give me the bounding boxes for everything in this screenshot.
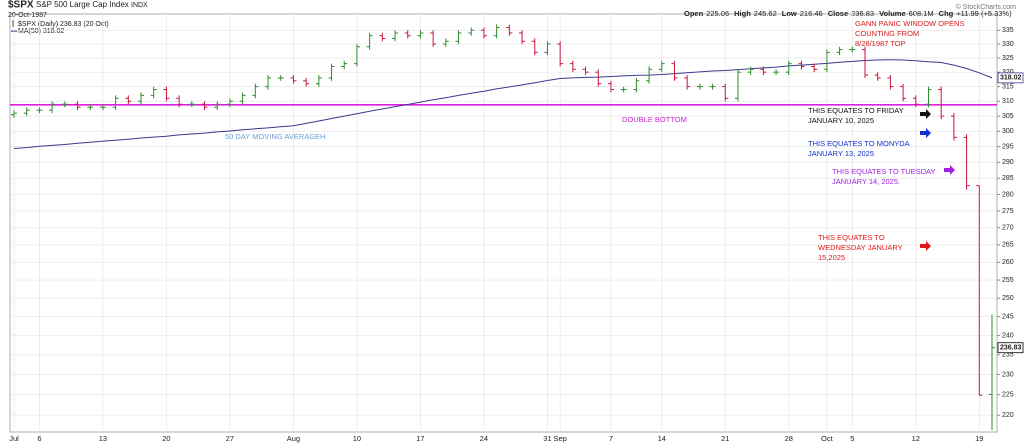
y-tick-label: 240: [1002, 332, 1014, 339]
x-tick-label: 13: [99, 434, 107, 443]
y-tick-label: 325: [1002, 55, 1014, 62]
y-tick-label: 250: [1002, 295, 1014, 302]
y-tick-label: 235: [1002, 352, 1014, 359]
annotation: 15,2025: [818, 253, 845, 262]
annotation: THIS EQUATES TO: [818, 233, 885, 242]
annotation: COUNTING FROM: [855, 29, 919, 38]
quote-value: 608.1M: [909, 9, 934, 18]
subtitle: S&P 500 Large Cap Index: [36, 0, 129, 9]
x-tick-label: 12: [912, 434, 920, 443]
ticker: $SPX: [8, 0, 34, 11]
y-tick-label: 295: [1002, 143, 1014, 150]
quote-label: Open: [684, 9, 704, 18]
quote-value: +11.99 (+5.33%): [956, 9, 1012, 18]
legend-price: $SPX (Daily) 236.83 (20 Oct): [18, 21, 109, 28]
y-tick-label: 275: [1002, 208, 1014, 215]
x-tick-label: 14: [658, 434, 666, 443]
annotation: JANUARY 13, 2025: [808, 149, 874, 158]
quote-label: Volume: [879, 9, 906, 18]
price-last-label: 236.83: [1000, 345, 1022, 352]
y-tick-label: 270: [1002, 225, 1014, 232]
y-tick-label: 285: [1002, 175, 1014, 182]
x-tick-label: Jul: [9, 434, 19, 443]
y-tick-label: 225: [1002, 391, 1014, 398]
quote-value: 225.06: [706, 9, 729, 18]
quote-value: 216.46: [800, 9, 823, 18]
x-tick-label: 5: [850, 434, 854, 443]
x-tick-label: Aug: [287, 434, 300, 443]
quote-value: 245.62: [754, 9, 777, 18]
y-tick-label: 335: [1002, 27, 1014, 34]
annotation: JANUARY 14, 2025.: [832, 177, 900, 186]
quote: Open 225.06 High 245.62 Low 216.46 Close 236.83…: [684, 9, 1012, 18]
x-tick-label: 31: [543, 434, 551, 443]
annotation: THIS EQUATES TO FRIDAY: [808, 106, 904, 115]
ma-last-label: 318.02: [1000, 75, 1022, 82]
quote-label: Low: [782, 9, 797, 18]
exchange: INDX: [131, 2, 148, 9]
y-tick-label: 245: [1002, 314, 1014, 321]
y-tick-label: 330: [1002, 41, 1014, 48]
quote-label: Close: [828, 9, 848, 18]
quote-value: 236.83: [851, 9, 874, 18]
annotation: 50 DAY MOVING AVERAGEH: [225, 132, 325, 141]
quote-label: Chg: [939, 9, 954, 18]
y-tick-label: 305: [1002, 113, 1014, 120]
x-tick-label: 6: [37, 434, 41, 443]
y-tick-label: 280: [1002, 191, 1014, 198]
y-tick-label: 300: [1002, 128, 1014, 135]
y-tick-label: 260: [1002, 259, 1014, 266]
legend-ma: MA(50) 318.02: [18, 28, 64, 35]
plot-frame: [9, 13, 998, 433]
y-tick-label: 315: [1002, 83, 1014, 90]
quote-label: High: [734, 9, 751, 18]
annotation: THIS EQUATES TO MONYDA: [808, 139, 910, 148]
y-tick-label: 265: [1002, 242, 1014, 249]
arrow: [920, 128, 931, 138]
arrow: [920, 109, 931, 119]
x-tick-label: 17: [416, 434, 424, 443]
x-tick-label: 19: [975, 434, 983, 443]
x-tick-label: Sep: [553, 434, 566, 443]
x-tick-label: 21: [721, 434, 729, 443]
arrow: [944, 165, 955, 175]
y-tick-label: 230: [1002, 371, 1014, 378]
annotation: DOUBLE BOTTOM: [622, 115, 687, 124]
y-tick-label: 255: [1002, 277, 1014, 284]
y-tick-label: 310: [1002, 98, 1014, 105]
price-last-box: [997, 342, 1024, 354]
moving-average: [13, 59, 993, 149]
x-tick-label: 10: [353, 434, 361, 443]
ma-last-box: [997, 72, 1024, 84]
annotation: THIS EQUATES TO TUESDAY: [832, 167, 936, 176]
x-tick-label: Oct: [821, 434, 834, 443]
x-tick-label: 27: [226, 434, 234, 443]
date: 20-Oct-1987: [8, 12, 47, 19]
annotation: WEDNESDAY JANUARY: [818, 243, 903, 252]
annotation: JANUARY 10, 2025: [808, 116, 874, 125]
annotation: GANN PANIC WINDOW OPENS: [855, 19, 964, 28]
x-tick-label: 20: [162, 434, 170, 443]
x-tick-label: 24: [480, 434, 488, 443]
y-tick-label: 290: [1002, 159, 1014, 166]
watermark: © StockCharts.com: [956, 3, 1017, 11]
arrow: [920, 241, 931, 251]
x-tick-label: 28: [785, 434, 793, 443]
annotation: 8/28/1987 TOP: [855, 39, 906, 48]
y-tick-label: 220: [1002, 412, 1014, 419]
x-tick-label: 7: [609, 434, 613, 443]
